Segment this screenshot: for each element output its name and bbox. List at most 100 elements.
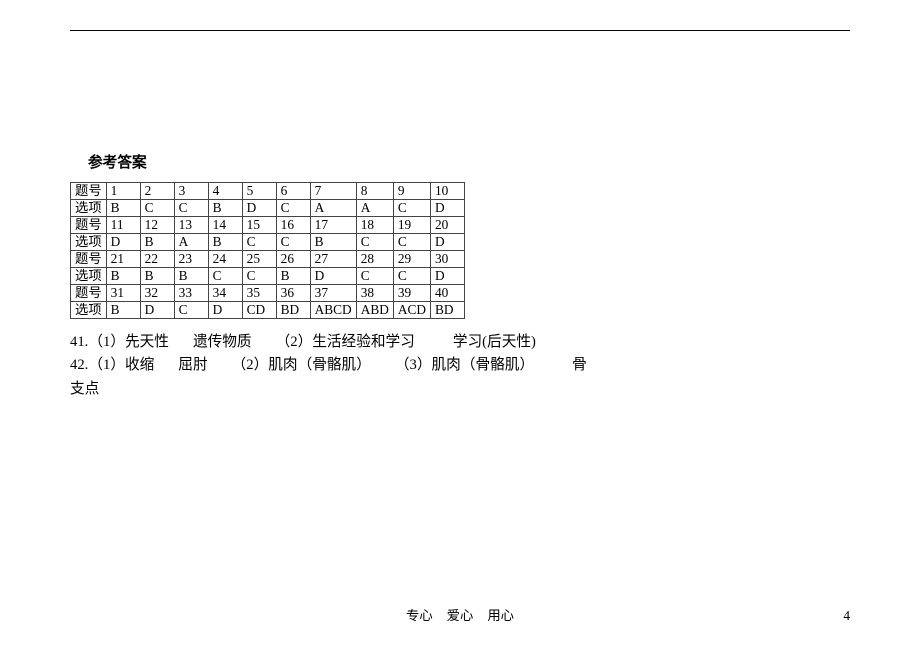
table-row: 题号31323334353637383940 (71, 285, 465, 302)
q42-part1a: （1）收缩 (88, 357, 154, 373)
page-footer: 专心爱心用心 (0, 605, 920, 624)
row-label-cell: 题号 (71, 251, 107, 268)
answer-cell: CD (242, 302, 276, 319)
q41-part1a: （1）先天性 (88, 334, 169, 350)
row-label-cell: 选项 (71, 200, 107, 217)
row-label-cell: 选项 (71, 234, 107, 251)
answer-cell: D (140, 302, 174, 319)
answer-cell: B (140, 268, 174, 285)
answer-cell: D (430, 234, 464, 251)
answer-cell: 23 (174, 251, 208, 268)
answer-cell: B (276, 268, 310, 285)
footer-word-3: 用心 (487, 608, 514, 623)
answer-42-line1: 42.（1）收缩屈肘（2）肌肉（骨骼肌）（3）肌肉（骨骼肌）骨 (70, 354, 850, 377)
answer-cell: ABCD (310, 302, 356, 319)
answer-cell: 32 (140, 285, 174, 302)
table-row: 选项BCCBDCAACD (71, 200, 465, 217)
answer-cell: 26 (276, 251, 310, 268)
q41-part1b: 遗传物质 (193, 334, 252, 350)
answer-cell: B (106, 302, 140, 319)
answer-cell: C (393, 268, 430, 285)
answer-table: 题号12345678910选项BCCBDCAACD题号1112131415161… (70, 182, 465, 319)
answer-cell: B (208, 200, 242, 217)
answer-cell: 24 (208, 251, 242, 268)
q41-part3: 学习(后天性) (453, 334, 536, 350)
q42-part3: （3）肌肉（骨骼肌） (395, 357, 534, 373)
footer-word-1: 专心 (406, 608, 433, 623)
table-row: 选项BBBCCBDCCD (71, 268, 465, 285)
answer-cell: 33 (174, 285, 208, 302)
top-horizontal-rule (70, 30, 850, 31)
q42-part4: 骨 (572, 357, 587, 373)
answer-cell: 34 (208, 285, 242, 302)
answer-cell: D (242, 200, 276, 217)
answer-cell: B (106, 200, 140, 217)
answer-cell: C (356, 268, 393, 285)
answer-cell: C (276, 234, 310, 251)
answer-cell: 3 (174, 183, 208, 200)
row-label-cell: 选项 (71, 268, 107, 285)
answer-cell: C (208, 268, 242, 285)
answer-cell: 9 (393, 183, 430, 200)
answer-cell: 2 (140, 183, 174, 200)
answer-cell: 37 (310, 285, 356, 302)
answer-cell: 39 (393, 285, 430, 302)
answer-cell: B (310, 234, 356, 251)
answer-cell: 20 (430, 217, 464, 234)
answer-cell: 16 (276, 217, 310, 234)
section-heading: 参考答案 (88, 151, 850, 172)
answer-cell: 36 (276, 285, 310, 302)
answer-cell: C (174, 200, 208, 217)
answer-cell: C (140, 200, 174, 217)
answer-cell: BD (430, 302, 464, 319)
answer-cell: 13 (174, 217, 208, 234)
answer-cell: B (140, 234, 174, 251)
answer-cell: D (208, 302, 242, 319)
answer-cell: C (393, 234, 430, 251)
q42-number: 42. (70, 357, 88, 373)
answer-cell: B (106, 268, 140, 285)
table-row: 选项BDCDCDBDABCDABDACDBD (71, 302, 465, 319)
q42-part2: （2）肌肉（骨骼肌） (232, 357, 371, 373)
answer-cell: 38 (356, 285, 393, 302)
answer-cell: 14 (208, 217, 242, 234)
answer-cell: 35 (242, 285, 276, 302)
answer-cell: BD (276, 302, 310, 319)
q41-number: 41. (70, 334, 88, 350)
answer-cell: C (393, 200, 430, 217)
row-label-cell: 选项 (71, 302, 107, 319)
answer-cell: C (242, 234, 276, 251)
footer-word-2: 爱心 (447, 608, 474, 623)
row-label-cell: 题号 (71, 183, 107, 200)
answer-cell: 22 (140, 251, 174, 268)
answer-cell: A (310, 200, 356, 217)
answer-cell: ACD (393, 302, 430, 319)
answer-cell: 6 (276, 183, 310, 200)
answer-cell: C (174, 302, 208, 319)
answer-cell: 8 (356, 183, 393, 200)
answer-cell: 40 (430, 285, 464, 302)
answer-cell: 4 (208, 183, 242, 200)
answer-cell: C (356, 234, 393, 251)
answer-cell: 28 (356, 251, 393, 268)
answer-cell: 18 (356, 217, 393, 234)
answer-cell: 17 (310, 217, 356, 234)
answer-cell: 10 (430, 183, 464, 200)
row-label-cell: 题号 (71, 285, 107, 302)
answer-cell: 21 (106, 251, 140, 268)
answer-cell: D (106, 234, 140, 251)
page-number: 4 (843, 608, 850, 624)
answer-cell: 1 (106, 183, 140, 200)
answer-cell: D (430, 200, 464, 217)
answer-cell: 12 (140, 217, 174, 234)
answer-cell: 5 (242, 183, 276, 200)
answer-41: 41.（1）先天性遗传物质（2）生活经验和学习学习(后天性) (70, 331, 850, 354)
answer-cell: B (174, 268, 208, 285)
answer-cell: D (310, 268, 356, 285)
table-row: 题号21222324252627282930 (71, 251, 465, 268)
answer-cell: 19 (393, 217, 430, 234)
table-row: 题号11121314151617181920 (71, 217, 465, 234)
row-label-cell: 题号 (71, 217, 107, 234)
answer-cell: ABD (356, 302, 393, 319)
answer-cell: A (174, 234, 208, 251)
